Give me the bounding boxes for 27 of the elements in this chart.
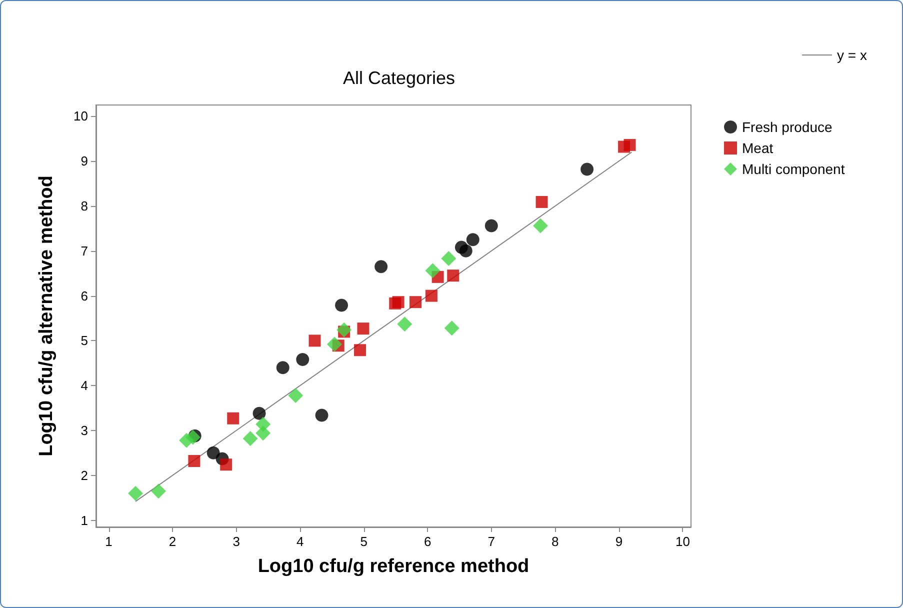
y-tick-label: 10 <box>74 108 88 124</box>
x-tick-label: 8 <box>552 534 559 549</box>
y-tick-label: 2 <box>80 468 88 483</box>
x-tick-label: 3 <box>232 534 240 549</box>
y-tick-label: 5 <box>80 333 88 348</box>
y-tick-label: 8 <box>80 198 88 214</box>
legend-label: Fresh produce <box>742 119 832 135</box>
chart-title: All Categories <box>342 68 456 88</box>
legend-label: y = x <box>837 47 868 63</box>
y-tick-label: 7 <box>80 243 88 258</box>
y-tick-label: 3 <box>80 422 88 438</box>
legend-label: Multi component <box>742 161 845 177</box>
x-tick-label: 4 <box>296 534 304 549</box>
legend-label: Meat <box>742 140 774 156</box>
x-tick-label: 7 <box>488 534 496 549</box>
y-tick-label: 6 <box>80 288 88 304</box>
y-tick-label: 9 <box>80 154 88 169</box>
x-tick-label: 5 <box>360 534 368 549</box>
y-tick-label: 4 <box>80 378 88 394</box>
x-tick-label: 9 <box>615 534 623 549</box>
y-axis-title: Log10 cfu/g alternative method <box>36 176 57 456</box>
x-tick-label: 10 <box>675 534 690 549</box>
x-tick-label: 6 <box>424 534 432 549</box>
y-tick-label: 1 <box>80 512 88 528</box>
x-tick-label: 1 <box>105 534 112 549</box>
x-axis-title: Log10 cfu/g reference method <box>258 556 530 577</box>
x-tick-label: 2 <box>168 534 176 549</box>
